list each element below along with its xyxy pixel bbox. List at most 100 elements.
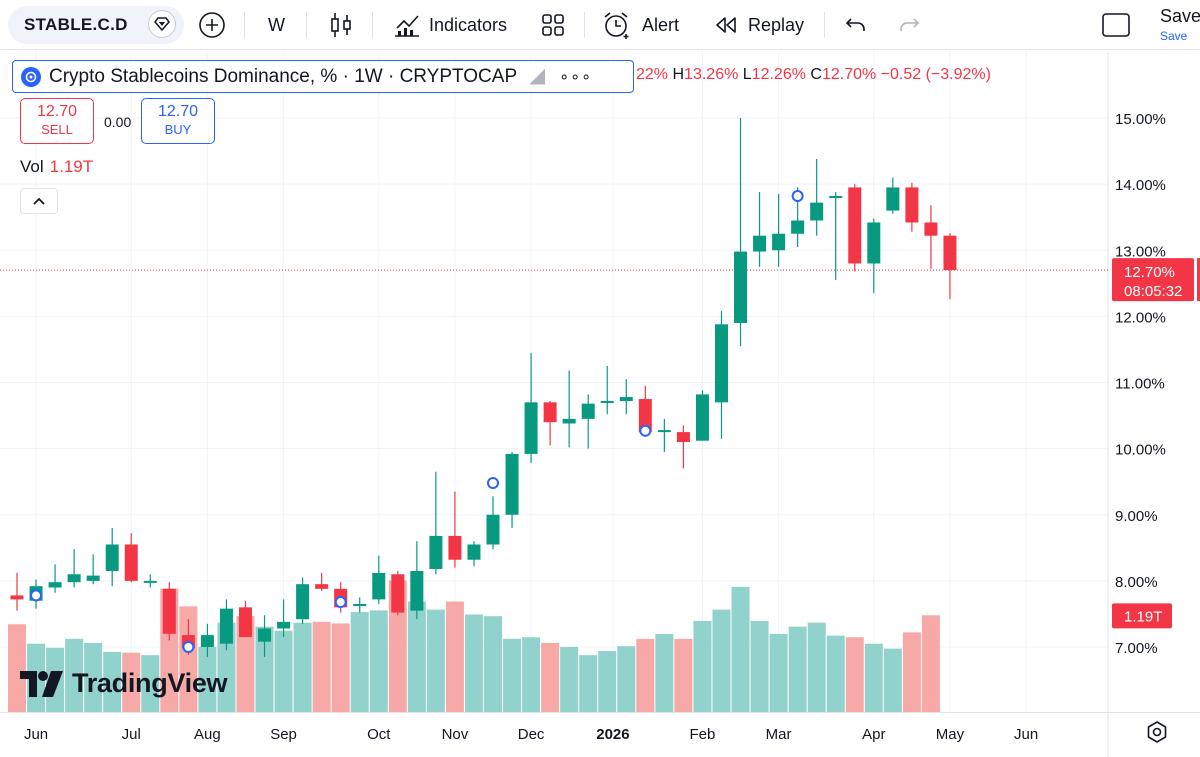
volume-bar xyxy=(312,621,331,712)
candle-body xyxy=(600,401,614,404)
plus-circle-icon xyxy=(199,12,225,38)
time-tick-label: Jul xyxy=(122,726,141,743)
alarm-clock-icon xyxy=(604,12,629,39)
candles xyxy=(10,118,957,657)
replay-button[interactable]: Replay xyxy=(714,0,804,50)
flag-icon[interactable] xyxy=(529,68,546,85)
candle-body xyxy=(105,544,119,571)
symbol-legend[interactable]: Crypto Stablecoins Dominance, % · 1W · C… xyxy=(12,60,634,93)
ohlc-values: 22% H13.26% L12.26% C12.70% −0.52 (−3.92… xyxy=(636,66,991,84)
replay-label: Replay xyxy=(748,14,805,35)
volume-bar xyxy=(350,612,369,712)
volume-bar xyxy=(826,635,845,712)
volume-bar xyxy=(712,609,731,712)
chart-settings-button[interactable] xyxy=(1146,721,1168,748)
indicators-button[interactable]: Indicators xyxy=(393,0,507,50)
countdown-label: 08:05:32 xyxy=(1124,283,1182,300)
sell-price: 12.70 xyxy=(36,103,78,120)
candle-body xyxy=(238,607,252,638)
candle-body xyxy=(48,582,62,588)
candle-body xyxy=(886,187,900,211)
volume-bar xyxy=(8,624,26,712)
candle-body xyxy=(848,187,862,264)
volume-bar xyxy=(731,586,750,712)
last-price-label: 12.70% xyxy=(1124,264,1175,281)
candle-body xyxy=(219,608,233,644)
volume-bar xyxy=(388,580,407,712)
price-tick-label: 13.00% xyxy=(1115,243,1166,260)
time-tick-label: Sep xyxy=(270,726,297,743)
redo-button[interactable] xyxy=(898,0,920,50)
volume-bar xyxy=(236,616,255,712)
volume-bar xyxy=(369,610,388,712)
open-value: 22% xyxy=(636,66,669,83)
coin-icon xyxy=(21,66,41,87)
close-label: C xyxy=(810,66,822,83)
volume-bar xyxy=(122,652,141,712)
alert-button[interactable]: Alert xyxy=(602,0,679,50)
grid-icon xyxy=(542,14,564,36)
candle-body xyxy=(410,570,424,611)
volume-bar xyxy=(921,615,940,712)
candle-body xyxy=(429,535,443,569)
save-button[interactable]: Save Save xyxy=(1160,6,1200,43)
price-tick-label: 8.00% xyxy=(1115,574,1158,591)
volume-bar xyxy=(674,638,693,712)
time-axis: Jun Jul Aug Sep Oct Nov Dec 2026 Feb Mar Apr May Jun xyxy=(24,726,1038,743)
sell-button[interactable]: 12.70 SELL xyxy=(20,98,94,144)
candle-body xyxy=(315,584,329,589)
last-price-badge-tab xyxy=(1197,258,1200,302)
candle-body xyxy=(505,453,519,515)
indicators-icon xyxy=(395,15,419,37)
compare-add-button[interactable] xyxy=(198,0,226,50)
fullscreen-button[interactable] xyxy=(1102,0,1130,50)
undo-button[interactable] xyxy=(845,0,867,50)
volume-bar xyxy=(617,646,636,712)
volume-bar xyxy=(902,632,921,712)
interval-button[interactable]: W xyxy=(268,0,285,50)
candle-body xyxy=(524,402,538,454)
candle-body xyxy=(486,514,500,545)
candle-body xyxy=(638,399,652,433)
volume-bar xyxy=(255,626,274,712)
last-price-badge xyxy=(1112,258,1194,302)
change-value: −0.52 (−3.92%) xyxy=(880,66,991,83)
sell-label: SELL xyxy=(41,122,73,137)
price-axis: 15.00% 14.00% 13.00% 12.00% 11.00% 10.00% 9.00… xyxy=(1115,111,1166,657)
buy-button[interactable]: 12.70 BUY xyxy=(141,98,215,144)
tradingview-logo[interactable]: TradingView xyxy=(20,668,228,699)
volume-bar xyxy=(522,637,541,712)
layouts-button[interactable] xyxy=(541,0,565,50)
volume-bar xyxy=(769,634,788,712)
tradingview-mark-icon xyxy=(20,670,63,697)
volume-bar xyxy=(274,630,293,712)
event-marker xyxy=(334,596,347,609)
candle-body xyxy=(353,604,367,607)
volume-bar xyxy=(807,622,826,712)
top-toolbar: STABLE.C.D W Indicators Alert Replay Sav… xyxy=(0,0,1200,50)
time-tick-label: Jun xyxy=(1014,726,1038,743)
volume-bar xyxy=(407,601,426,712)
volume-bar xyxy=(84,642,103,712)
rewind-icon xyxy=(716,17,736,33)
collapse-legend-button[interactable] xyxy=(20,188,58,214)
more-options-icon[interactable]: ∘∘∘ xyxy=(559,68,593,86)
price-chart[interactable]: 15.00% 14.00% 13.00% 12.00% 11.00% 10.00% 9.00… xyxy=(0,51,1200,757)
chart-type-button[interactable] xyxy=(328,0,354,50)
candle-body xyxy=(296,584,310,620)
candle-body xyxy=(772,233,786,251)
volume-bar xyxy=(293,622,312,712)
settings-icon xyxy=(1147,721,1167,743)
volume-label: Vol xyxy=(20,157,44,176)
indicators-label: Indicators xyxy=(429,14,508,35)
diamond-icon[interactable] xyxy=(148,10,176,38)
volume-bar xyxy=(484,616,502,712)
close-value: 12.70% xyxy=(821,66,877,83)
candle-body xyxy=(124,544,138,581)
candle-body xyxy=(619,397,633,402)
candle-body xyxy=(695,394,709,441)
candle-body xyxy=(867,222,881,264)
save-label: Save xyxy=(1160,6,1200,26)
volume-legend[interactable]: Vol 1.19T xyxy=(20,157,93,177)
volume-bar xyxy=(541,642,560,712)
